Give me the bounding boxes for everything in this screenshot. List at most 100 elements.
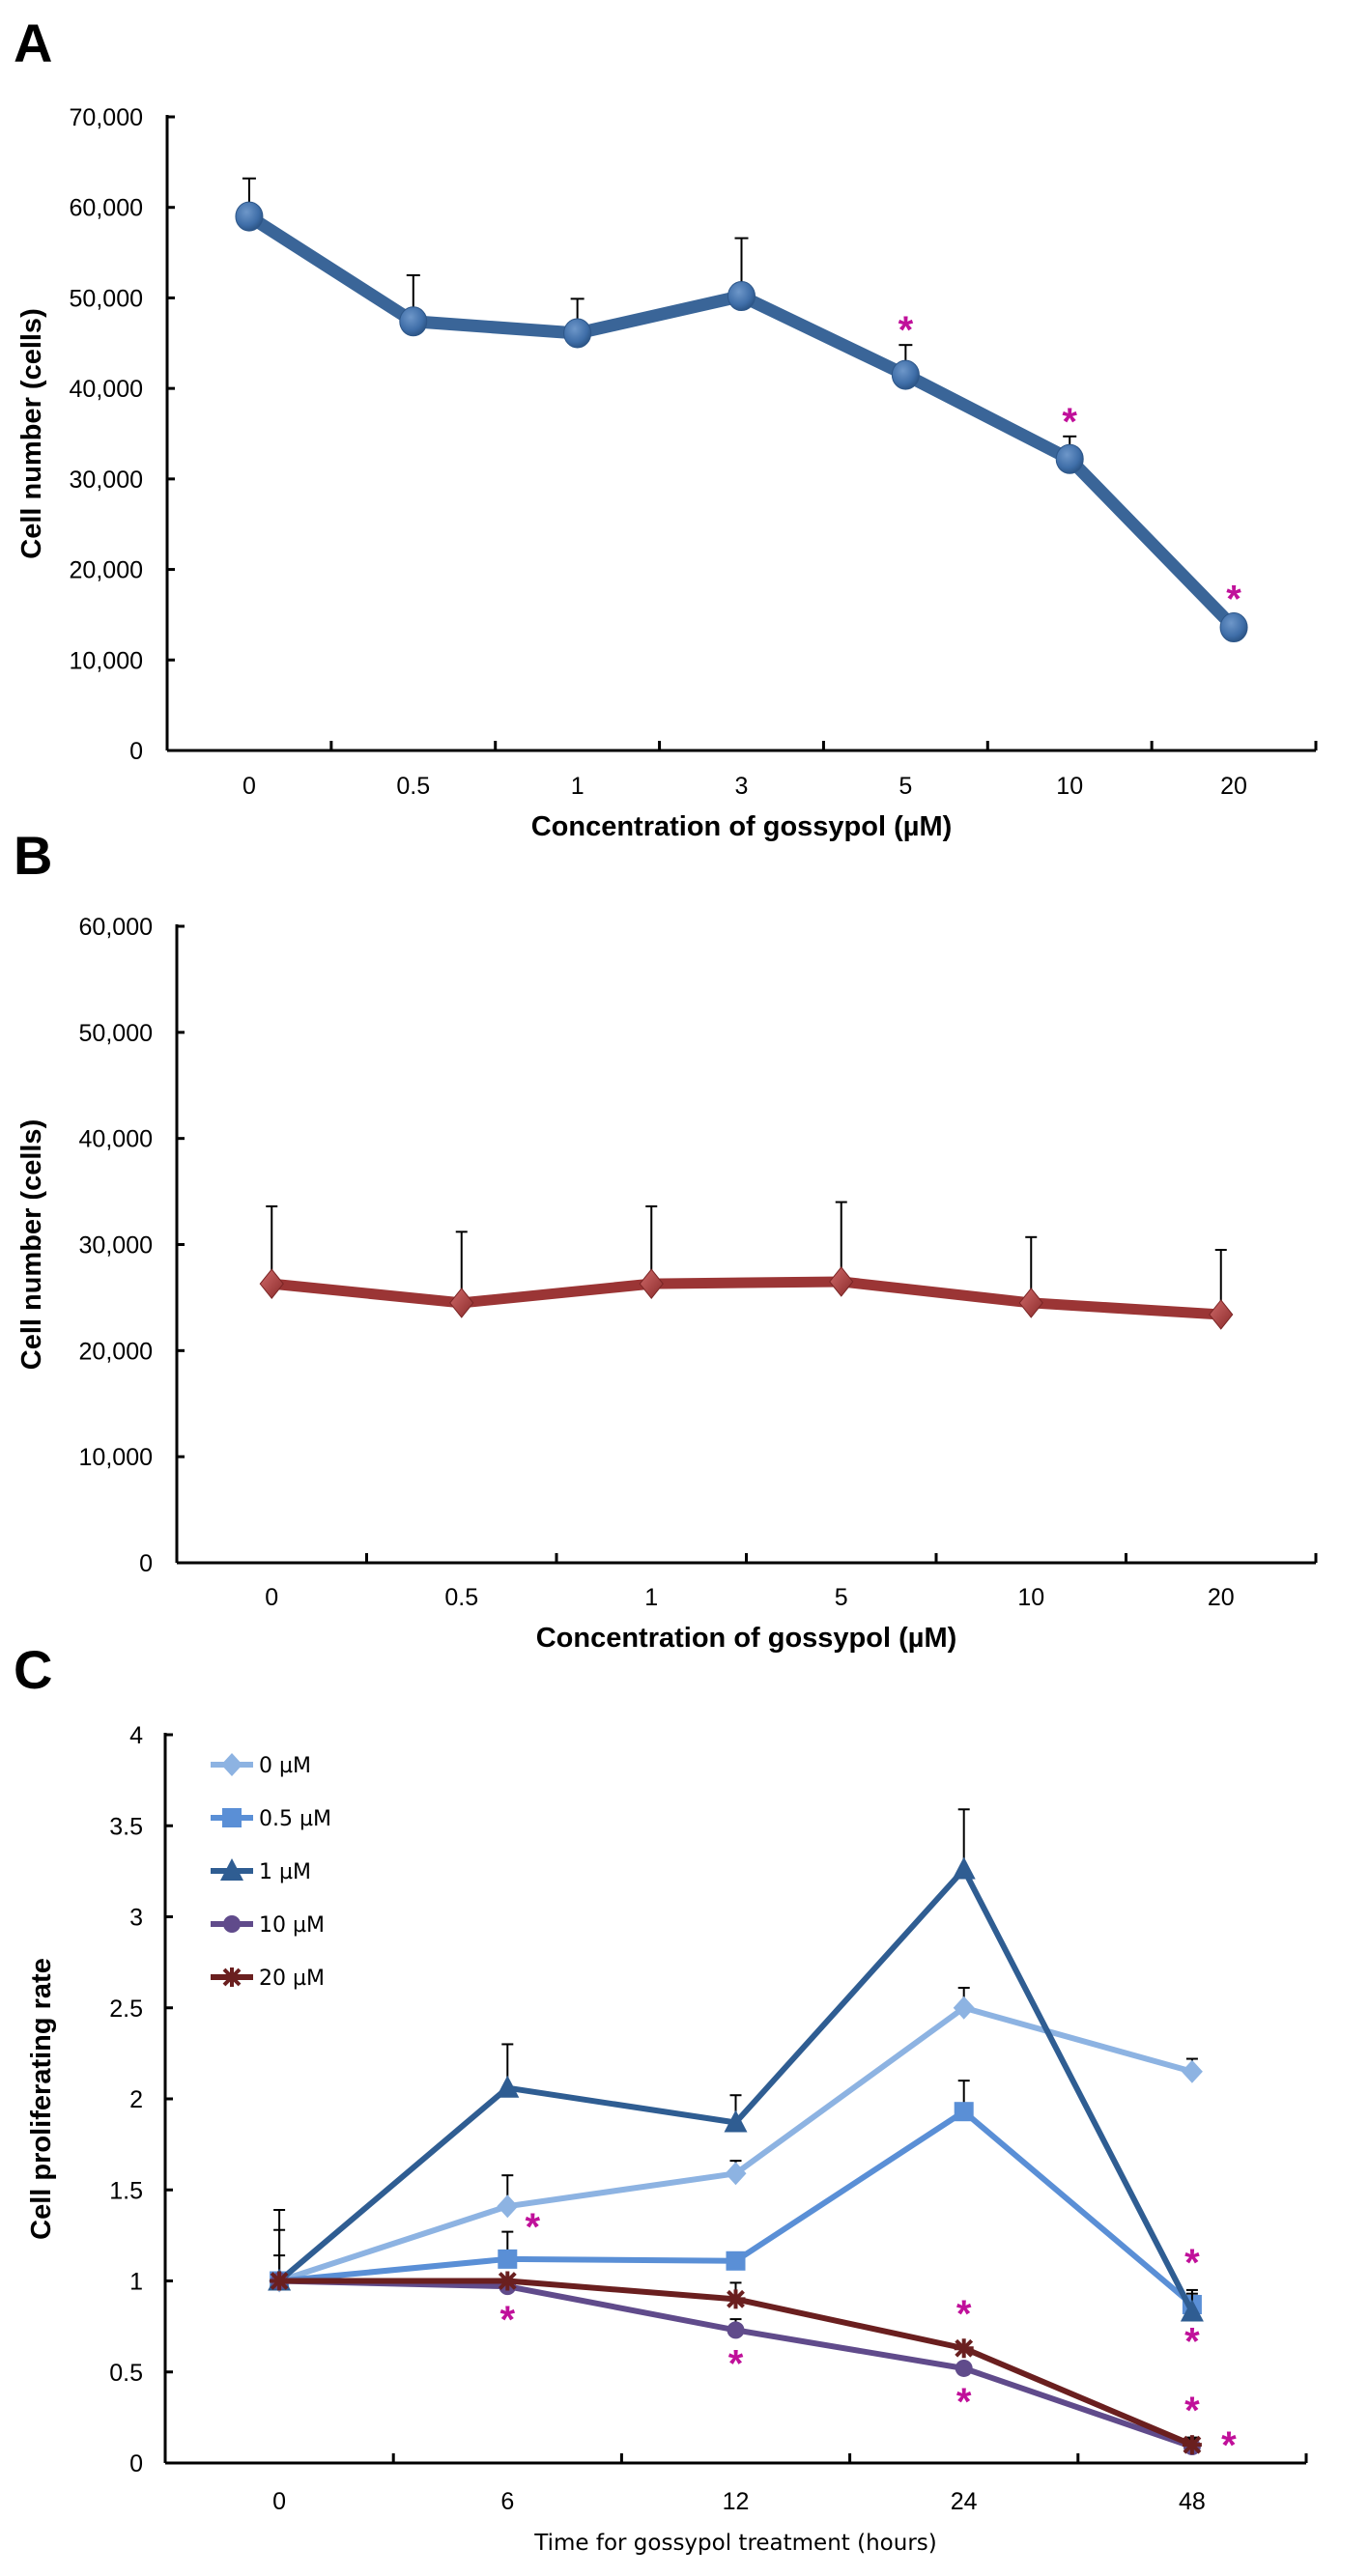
- significance-asterisk: *: [526, 2206, 541, 2249]
- legend-item: 10 µM: [211, 1913, 325, 1938]
- y-tick-label: 20,000: [70, 557, 143, 584]
- marker-triangle: [220, 1858, 243, 1881]
- marker-star: [1182, 2435, 1202, 2455]
- chart-panel-c: 0 0.5 1 1.5 2 2.5 3 3.5 4 0 6 12 24 48 Time for gossyp…: [26, 1722, 1308, 2556]
- x-tick-label: 1: [571, 773, 585, 800]
- legend-label: 0 µM: [259, 1754, 311, 1778]
- x-tick-label: 0.5: [396, 773, 430, 800]
- marker-circle: [955, 2359, 973, 2377]
- marker-star-stroke: [1183, 2435, 1202, 2454]
- y-tick-label: 70,000: [70, 104, 143, 131]
- y-tick-label: 3: [129, 1905, 143, 1932]
- series-cell-number: [259, 1201, 1234, 1330]
- marker-star: [270, 2271, 290, 2291]
- marker-circle: [223, 1915, 241, 1933]
- x-tick-label: 0: [272, 2488, 286, 2515]
- y-tick-label: 3.5: [109, 1813, 143, 1840]
- x-axis-title: Time for gossypol treatment (hours): [533, 2531, 936, 2556]
- x-tick-label: 48: [1179, 2488, 1206, 2515]
- marker-diamond: [1209, 1299, 1234, 1330]
- chart-panel-b: 0 10,000 20,000 30,000 40,000 50,000 60,000 0 0.…: [16, 914, 1318, 1654]
- panel-label-c: C: [14, 1639, 52, 1700]
- significance-asterisk: *: [1184, 2321, 1200, 2364]
- significance-asterisk: *: [956, 2293, 972, 2335]
- x-tick-label: 0: [242, 773, 256, 800]
- y-tick-label: 50,000: [79, 1020, 153, 1047]
- x-axis-title: Concentration of gossypol (µM): [536, 1623, 957, 1654]
- marker-diamond: [449, 1288, 474, 1318]
- significance-asterisk: *: [1184, 2390, 1200, 2432]
- series-line: [277, 1866, 1195, 2313]
- marker-square: [498, 2249, 518, 2269]
- marker-diamond: [1018, 1288, 1043, 1318]
- legend-item: 20 µM: [211, 1967, 325, 1991]
- x-tick-label: 12: [723, 2488, 750, 2515]
- marker-circle: [563, 318, 592, 349]
- x-tick-label: 5: [898, 773, 912, 800]
- significance-asterisk: *: [1184, 2242, 1200, 2284]
- marker-circle: [727, 2321, 745, 2339]
- x-tick-label: 24: [951, 2488, 978, 2515]
- significance-asterisk: *: [728, 2342, 744, 2385]
- legend-label: 20 µM: [259, 1967, 325, 1991]
- marker-star: [726, 2289, 746, 2309]
- series-1-m: [268, 1808, 1204, 2322]
- y-tick-label: 4: [129, 1722, 143, 1749]
- significance-asterisk: *: [956, 2381, 972, 2423]
- marker-square: [222, 1808, 242, 1827]
- marker-star: [222, 1967, 242, 1987]
- marker-triangle: [724, 2109, 748, 2133]
- significance-asterisk: *: [1226, 579, 1241, 621]
- marker-star-stroke: [222, 1967, 242, 1987]
- y-tick-label: 20,000: [79, 1338, 153, 1365]
- marker-star-stroke: [498, 2272, 517, 2290]
- y-tick-label: 0: [129, 738, 143, 765]
- marker-star-stroke: [727, 2289, 745, 2308]
- marker-diamond: [221, 1753, 242, 1776]
- y-tick-label: 30,000: [70, 467, 143, 494]
- marker-diamond: [953, 1996, 975, 2020]
- marker-diamond: [639, 1268, 664, 1299]
- y-tick-label: 40,000: [70, 376, 143, 403]
- marker-circle: [1219, 612, 1248, 643]
- significance-asterisk: *: [898, 309, 914, 352]
- x-axis-title: Concentration of gossypol (µM): [531, 811, 953, 842]
- marker-square: [726, 2250, 746, 2271]
- marker-circle: [727, 281, 756, 312]
- x-tick-label: 1: [644, 1584, 658, 1611]
- y-axis-title: Cell number (cells): [16, 1119, 47, 1370]
- marker-star: [954, 2338, 974, 2359]
- y-axis-title: Cell number (cells): [16, 308, 47, 558]
- x-tick-label: 20: [1220, 773, 1247, 800]
- panel-label-b: B: [14, 825, 52, 886]
- y-tick-label: 0.5: [109, 2360, 143, 2387]
- y-tick-label: 0: [139, 1550, 153, 1577]
- marker-star-stroke: [955, 2338, 974, 2358]
- marker-star: [498, 2271, 518, 2291]
- y-axis-title: Cell proliferating rate: [26, 1958, 57, 2240]
- marker-triangle: [496, 2075, 520, 2098]
- x-tick-label: 20: [1208, 1584, 1235, 1611]
- marker-diamond: [1181, 2059, 1203, 2083]
- marker-star-stroke: [270, 2272, 289, 2290]
- marker-circle: [235, 201, 264, 232]
- marker-circle: [399, 306, 428, 337]
- marker-triangle: [952, 1856, 976, 1880]
- y-tick-label: 10,000: [79, 1444, 153, 1471]
- y-tick-label: 30,000: [79, 1232, 153, 1260]
- marker-diamond: [259, 1268, 284, 1299]
- x-tick-label: 10: [1056, 773, 1083, 800]
- marker-diamond: [725, 2162, 747, 2186]
- legend-label: 0.5 µM: [259, 1807, 331, 1831]
- marker-circle: [1055, 443, 1084, 474]
- series-0-m: [269, 1987, 1203, 2293]
- x-tick-label: 0: [265, 1584, 278, 1611]
- significance-asterisk: *: [1221, 2424, 1237, 2467]
- y-tick-label: 60,000: [70, 195, 143, 222]
- y-tick-label: 60,000: [79, 914, 153, 941]
- legend-item: 0 µM: [211, 1753, 311, 1778]
- legend-label: 10 µM: [259, 1913, 325, 1938]
- y-tick-label: 1: [129, 2269, 143, 2296]
- chart-panel-a: 0 10,000 20,000 30,000 40,000 50,000 60,000 70,…: [16, 104, 1318, 842]
- series-line: [278, 2109, 1194, 2307]
